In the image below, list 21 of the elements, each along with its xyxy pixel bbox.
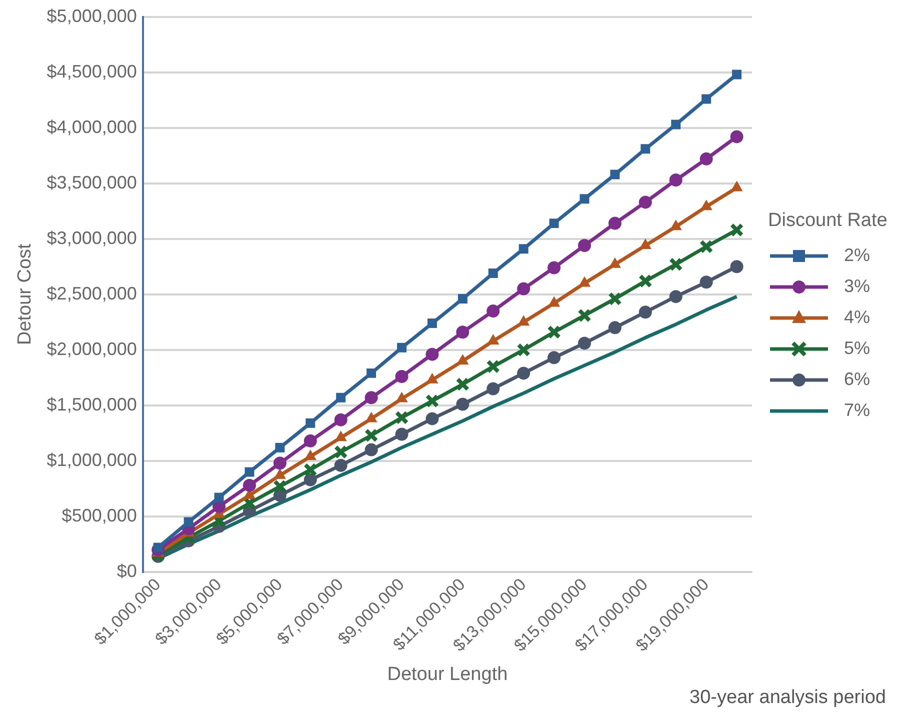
y-axis-title: Detour Cost (14, 242, 36, 346)
y-tick-label: $3,500,000 (46, 172, 137, 192)
y-tick-label: $0 (116, 560, 137, 581)
legend-label: 6% (844, 369, 870, 390)
legend-title: Discount Rate (768, 210, 888, 232)
y-tick-label: $5,000,000 (46, 6, 137, 26)
y-tick-label: $1,000,000 (46, 450, 137, 470)
y-tick-label: $3,000,000 (46, 228, 137, 248)
y-tick-label: $2,000,000 (46, 338, 137, 359)
y-tick-label: $1,500,000 (46, 394, 137, 414)
legend-label: 2% (844, 245, 870, 266)
text: 30-year analysis period (690, 687, 886, 709)
legend-label: 3% (844, 276, 870, 297)
y-tick-label: $2,500,000 (46, 283, 137, 304)
legend-label: 7% (844, 400, 870, 421)
y-tick-label: $4,000,000 (46, 116, 137, 137)
legend-label: 5% (844, 338, 870, 359)
legend-label: 4% (844, 307, 870, 328)
x-axis-title: Detour Length (387, 664, 508, 685)
y-tick-label: $4,500,000 (46, 61, 137, 82)
y-tick-label: $500,000 (62, 505, 137, 526)
